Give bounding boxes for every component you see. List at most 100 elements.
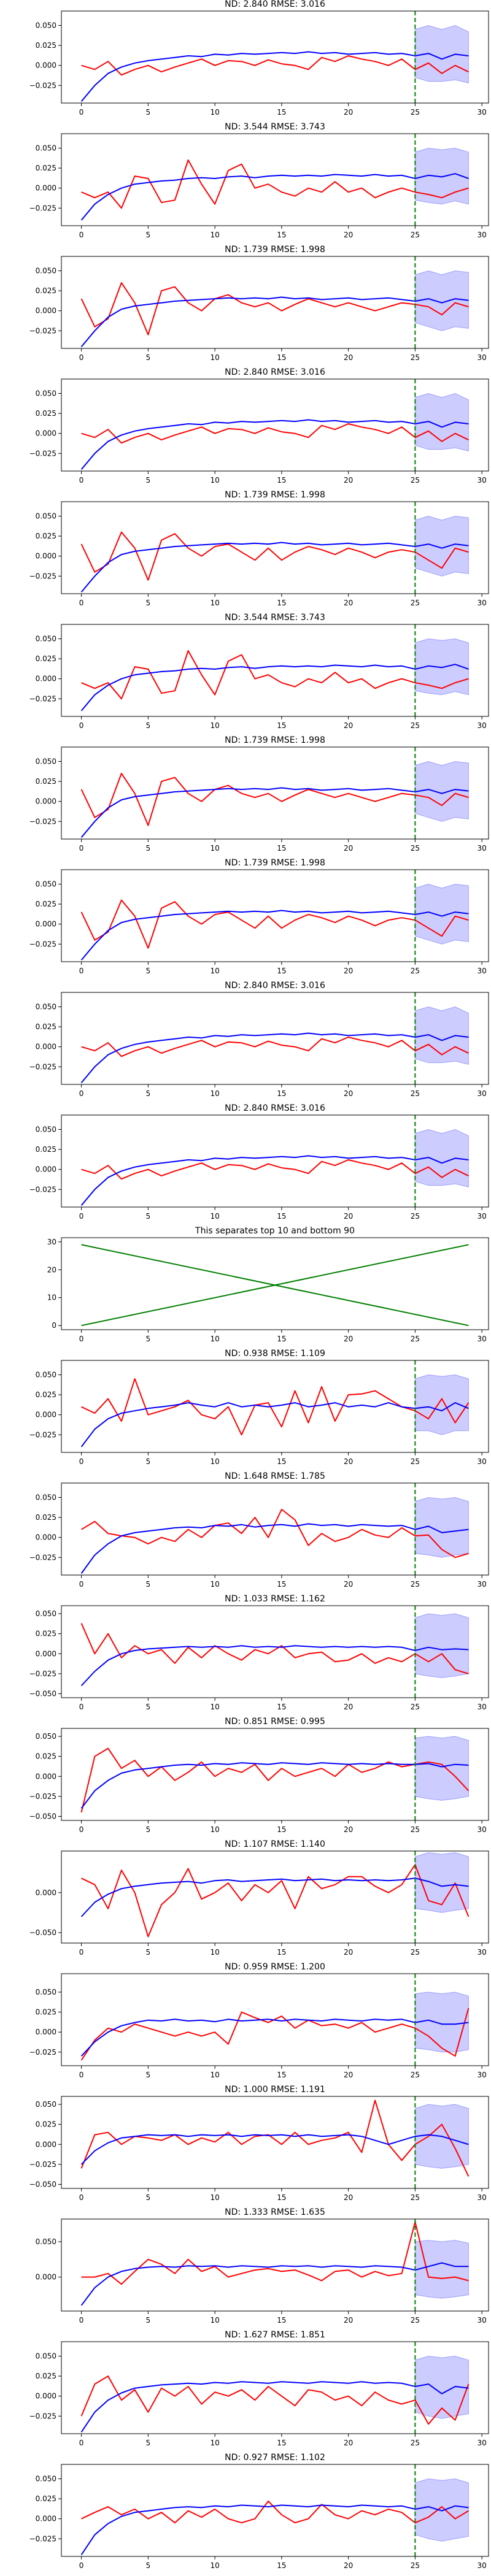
x-tick-label: 20: [344, 108, 353, 117]
y-tick-label: 0.000: [36, 2273, 56, 2282]
chart-title: ND: 1.033 RMSE: 1.162: [225, 1594, 325, 1604]
x-tick-label: 25: [411, 1703, 420, 1711]
chart-panel: ND: 0.927 RMSE: 1.102 0 5 10 15 20 25 30 −0.025 0…: [0, 2453, 491, 2576]
x-tick-label: 0: [79, 967, 84, 975]
x-tick-label: 5: [146, 1335, 151, 1343]
y-tick-label: 0.025: [36, 2008, 56, 2017]
x-tick-label: 20: [344, 476, 353, 485]
y-tick-label: 0.025: [36, 532, 56, 540]
x-tick-label: 30: [477, 1457, 486, 1466]
x-tick-label: 15: [277, 2193, 286, 2202]
x-tick-label: 30: [477, 721, 486, 730]
x-tick-label: 0: [79, 1457, 84, 1466]
x-tick-label: 15: [277, 1948, 286, 1957]
x-tick-label: 5: [146, 1948, 151, 1957]
x-tick-label: 10: [210, 353, 219, 362]
axes-frame: [61, 2341, 489, 2434]
y-tick-label: 0.050: [36, 1370, 56, 1379]
y-tick-label: −0.025: [29, 449, 56, 458]
x-tick-label: 30: [477, 1703, 486, 1711]
chart-title: This separates top 10 and bottom 90: [195, 1226, 355, 1236]
forecast-interval-band: [414, 393, 469, 452]
series-line-red: [81, 1509, 469, 1558]
forecast-interval-band: [414, 25, 469, 84]
y-tick-label: 0.050: [36, 389, 56, 397]
chart-plot: 0 5 10 15 20 25 30 −0.025 0.000 0.025 0.050: [29, 10, 489, 117]
y-tick-label: 0.050: [36, 2474, 56, 2483]
forecast-interval-band: [414, 147, 469, 205]
chart-panel: ND: 2.840 RMSE: 3.016 0 5 10 15 20 25 30 −0.025 0…: [0, 1103, 491, 1227]
x-tick-label: 25: [411, 599, 420, 607]
y-tick-label: 0.025: [36, 777, 56, 786]
series-line-blue: [80, 419, 469, 470]
y-tick-label: 0.025: [36, 41, 56, 50]
y-tick-label: 0.000: [36, 2028, 56, 2036]
series-line-blue: [80, 2134, 469, 2165]
x-tick-label: 30: [477, 599, 486, 607]
y-tick-label: 0.000: [36, 675, 56, 683]
x-tick-label: 20: [344, 1703, 353, 1711]
x-tick-label: 10: [210, 2071, 219, 2079]
chart-title: ND: 1.648 RMSE: 1.785: [225, 1471, 325, 1481]
series-line-red: [81, 2501, 469, 2524]
forecast-interval-band: [414, 1852, 469, 1913]
x-tick-label: 25: [411, 2561, 420, 2570]
x-tick-label: 10: [210, 1212, 219, 1221]
x-tick-label: 10: [210, 721, 219, 730]
x-tick-label: 15: [277, 231, 286, 239]
series-line-red: [80, 2375, 470, 2425]
x-tick-label: 25: [411, 1825, 420, 1834]
chart-plot: 0 5 10 15 20 25 30 −0.025 0.000 0.025 0.050: [29, 1360, 489, 1466]
x-tick-label: 5: [146, 844, 151, 853]
y-tick-label: 0.025: [36, 1513, 56, 1522]
y-tick-label: 0.050: [36, 1002, 56, 1011]
x-tick-label: 10: [210, 1580, 219, 1589]
x-tick-label: 25: [411, 2071, 420, 2079]
x-tick-label: 20: [344, 967, 353, 975]
x-tick-label: 0: [79, 844, 84, 853]
series-line-blue: [80, 1523, 469, 1574]
x-tick-label: 0: [79, 108, 84, 117]
forecast-interval-band: [414, 1006, 469, 1065]
series-line-red: [80, 899, 469, 949]
forecast-interval-band: [414, 2240, 469, 2299]
y-tick-label: 0.000: [36, 2515, 56, 2523]
series-line-blue: [80, 2504, 469, 2555]
x-tick-label: 25: [411, 2439, 420, 2447]
y-tick-label: 0.025: [36, 1145, 56, 1154]
x-tick-label: 10: [210, 2439, 219, 2447]
y-tick-label: 0.050: [36, 266, 56, 275]
series-line-blue: [80, 664, 469, 711]
chart-plot: 0 5 10 15 20 25 30 −0.050 0.000: [29, 1850, 489, 1957]
chart-title: ND: 1.739 RMSE: 1.998: [225, 245, 325, 255]
axes-frame: [61, 1850, 489, 1944]
x-tick-label: 15: [277, 2071, 286, 2079]
chart-panel: ND: 2.840 RMSE: 3.016 0 5 10 15 20 25 30 −0.025 0…: [0, 981, 491, 1104]
chart-plot: 0 5 10 15 20 25 30 −0.025 0.000 0.025 0.050: [29, 869, 489, 975]
forecast-interval-band: [414, 1613, 469, 1678]
y-tick-label: 0.050: [36, 880, 56, 888]
series-line-red: [80, 282, 469, 335]
x-tick-label: 15: [277, 1212, 286, 1221]
y-tick-label: 0.000: [36, 1533, 56, 1542]
y-tick-label: 0.000: [36, 2392, 56, 2401]
series-line-red: [81, 1864, 470, 1938]
x-tick-label: 15: [277, 476, 286, 485]
x-tick-label: 30: [477, 1825, 486, 1834]
y-tick-label: −0.025: [29, 1792, 56, 1801]
x-tick-label: 0: [79, 1212, 84, 1221]
y-tick-label: 30: [47, 1238, 56, 1246]
axes-frame: [61, 1605, 489, 1698]
x-tick-label: 25: [411, 108, 420, 117]
y-tick-label: −0.025: [29, 204, 56, 212]
series-line-red: [80, 1623, 469, 1674]
chart-panel: ND: 1.739 RMSE: 1.998 0 5 10 15 20 25 30 −0.025 0…: [0, 490, 491, 613]
forecast-interval-band: [414, 515, 469, 577]
x-tick-label: 0: [79, 353, 84, 362]
chart-title: ND: 0.927 RMSE: 1.102: [225, 2453, 325, 2463]
chart-panel: ND: 2.840 RMSE: 3.016 0 5 10 15 20 25 30 −0.025 0…: [0, 367, 491, 491]
x-tick-label: 20: [344, 1948, 353, 1957]
y-tick-label: 0.000: [36, 1649, 56, 1658]
x-tick-label: 25: [411, 1948, 420, 1957]
x-tick-label: 5: [146, 1089, 151, 1098]
